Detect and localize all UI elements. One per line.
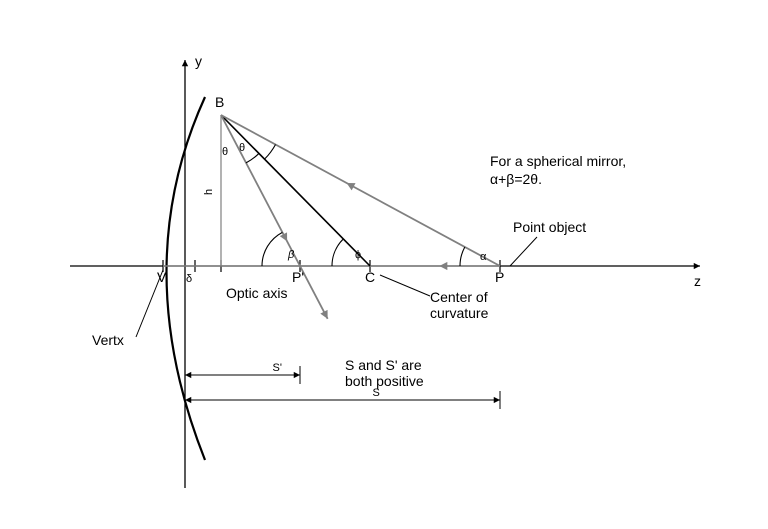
svg-text:both positive: both positive: [345, 373, 424, 389]
svg-text:For a spherical mirror,: For a spherical mirror,: [490, 153, 626, 169]
svg-text:B: B: [215, 94, 224, 110]
svg-text:δ: δ: [186, 273, 192, 285]
canvas-bg: [0, 0, 768, 529]
svg-text:β: β: [287, 249, 295, 261]
svg-text:P': P': [292, 269, 304, 285]
svg-text:y: y: [195, 53, 202, 69]
svg-text:α+β=2θ.: α+β=2θ.: [490, 171, 542, 187]
svg-text:Vertx: Vertx: [92, 332, 124, 348]
svg-text:α: α: [480, 251, 487, 263]
svg-text:θ: θ: [222, 146, 228, 158]
svg-text:curvature: curvature: [430, 305, 489, 321]
svg-text:S': S': [273, 362, 282, 374]
svg-text:ɸ: ɸ: [355, 249, 361, 261]
svg-text:C: C: [365, 269, 375, 285]
svg-text:Optic axis: Optic axis: [226, 285, 287, 301]
svg-text:Center of: Center of: [430, 289, 488, 305]
svg-text:z: z: [694, 273, 701, 289]
svg-text:h: h: [203, 189, 215, 195]
svg-text:S and S' are: S and S' are: [345, 357, 422, 373]
svg-text:Point object: Point object: [513, 219, 586, 235]
svg-text:P: P: [495, 269, 504, 285]
svg-text:θ: θ: [239, 142, 245, 154]
